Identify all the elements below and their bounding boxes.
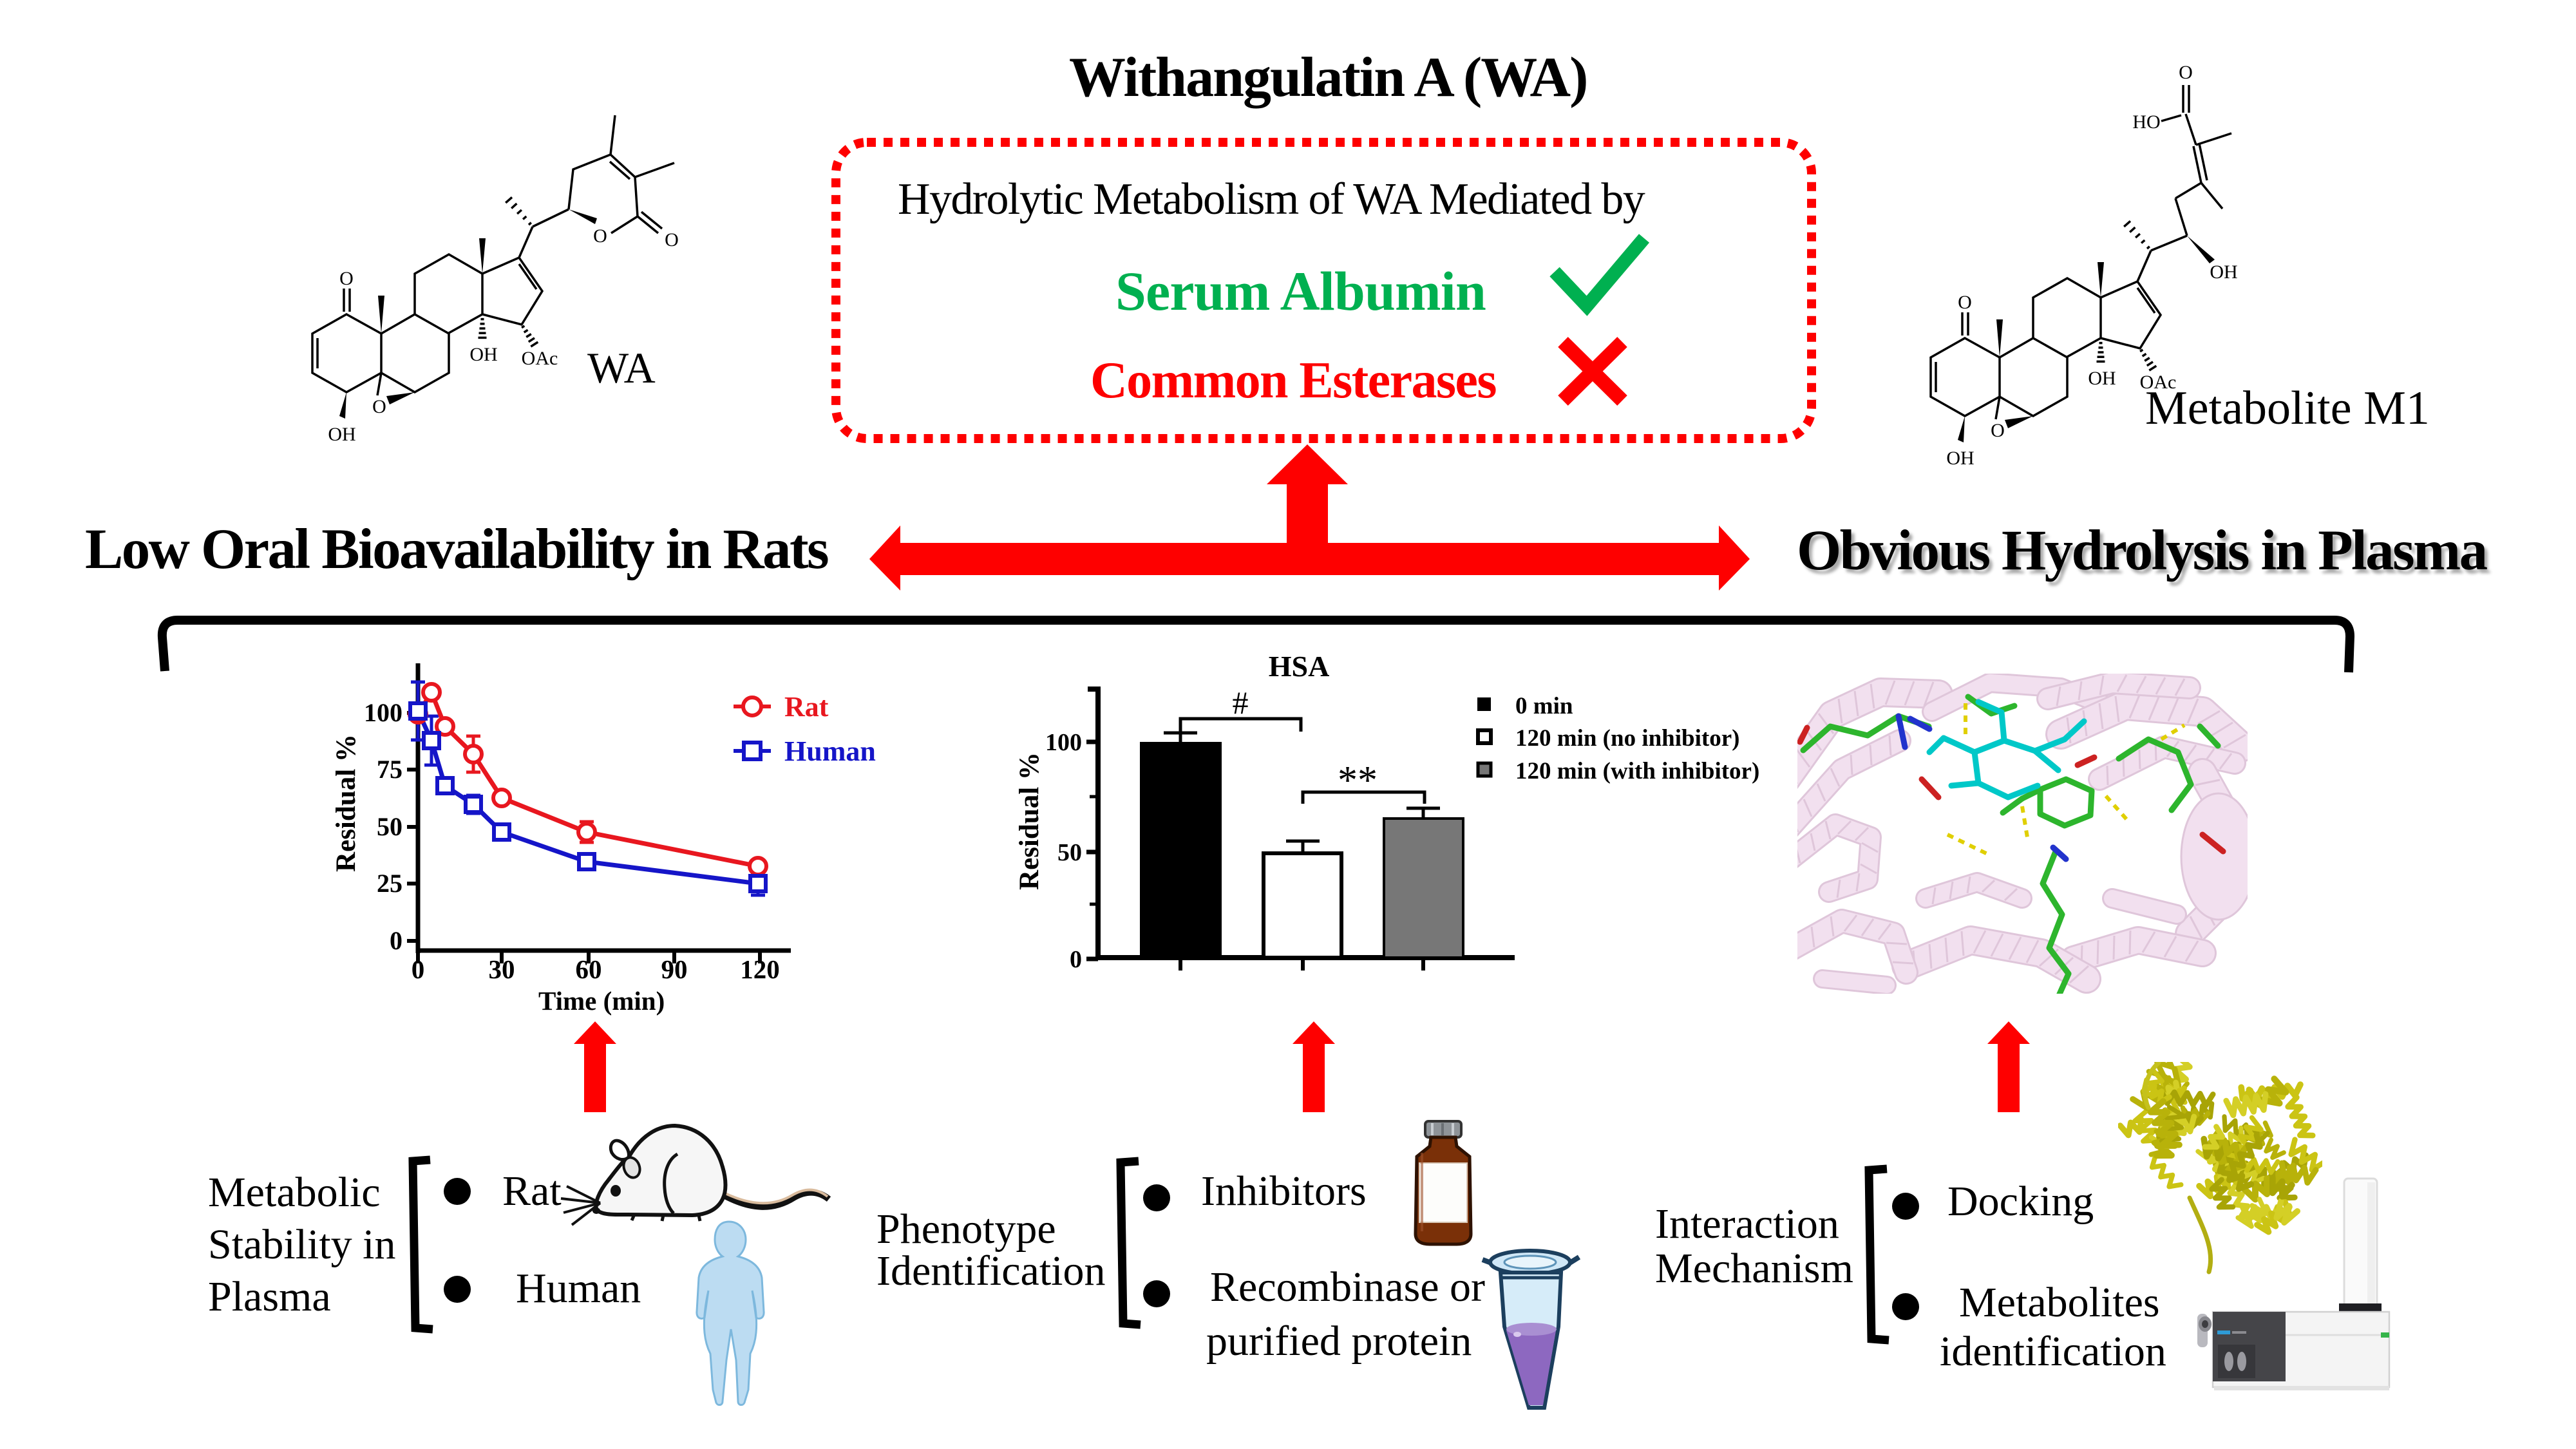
svg-text:Obvious Hydrolysis in Plasma: Obvious Hydrolysis in Plasma — [1797, 519, 2488, 582]
svg-text:OH: OH — [1946, 448, 1974, 469]
svg-text:WA: WA — [587, 343, 656, 392]
svg-text:120 min (no inhibitor): 120 min (no inhibitor) — [1515, 725, 1739, 752]
svg-text:Rat: Rat — [502, 1168, 562, 1215]
svg-text:Withangulatin A (WA): Withangulatin A (WA) — [1069, 46, 1587, 109]
svg-text:O: O — [1958, 292, 1972, 313]
svg-text:0 min: 0 min — [1515, 693, 1573, 719]
svg-text:50: 50 — [377, 812, 402, 841]
svg-text:50: 50 — [1057, 839, 1082, 866]
svg-text:Phenotype: Phenotype — [876, 1206, 1056, 1253]
svg-text:Low Oral Bioavailability in Ra: Low Oral Bioavailability in Rats — [85, 518, 828, 581]
svg-text:0: 0 — [390, 926, 402, 955]
svg-text:#: # — [1233, 685, 1249, 721]
svg-text:OH: OH — [328, 424, 355, 445]
svg-text:Time (min): Time (min) — [538, 986, 665, 1016]
svg-text:Plasma: Plasma — [208, 1273, 331, 1320]
svg-text:Residual %: Residual % — [331, 734, 361, 872]
svg-text:OH: OH — [2210, 261, 2237, 283]
svg-text:Serum Albumin: Serum Albumin — [1115, 260, 1486, 322]
svg-text:75: 75 — [377, 755, 402, 784]
svg-text:90: 90 — [661, 954, 688, 984]
svg-text:120: 120 — [740, 954, 780, 984]
svg-text:OH: OH — [469, 344, 497, 365]
svg-text:Metabolites: Metabolites — [1959, 1279, 2160, 1326]
svg-text:purified protein: purified protein — [1206, 1318, 1472, 1365]
svg-text:O: O — [339, 268, 354, 289]
svg-text:Docking: Docking — [1947, 1178, 2094, 1225]
svg-text:Metabolite M1: Metabolite M1 — [2145, 382, 2430, 435]
svg-text:0: 0 — [1070, 946, 1082, 973]
svg-text:O: O — [593, 225, 607, 247]
svg-text:Hydrolytic Metabolism of WA Me: Hydrolytic Metabolism of WA Mediated by — [898, 175, 1645, 224]
svg-text:O: O — [1991, 420, 2005, 441]
svg-text:O: O — [372, 396, 386, 417]
svg-text:OAc: OAc — [2140, 372, 2177, 393]
svg-text:Human: Human — [516, 1265, 641, 1312]
svg-text:Interaction: Interaction — [1655, 1200, 1839, 1247]
svg-text:Inhibitors: Inhibitors — [1201, 1168, 1367, 1215]
svg-text:Stability in: Stability in — [208, 1221, 396, 1268]
svg-text:identification: identification — [1940, 1328, 2166, 1375]
svg-text:Identification: Identification — [876, 1247, 1106, 1294]
svg-text:120 min (with inhibitor): 120 min (with inhibitor) — [1515, 758, 1759, 784]
svg-text:OAc: OAc — [522, 348, 558, 369]
svg-text:Mechanism: Mechanism — [1655, 1245, 1853, 1292]
svg-text:Metabolic: Metabolic — [208, 1169, 381, 1216]
svg-text:O: O — [665, 229, 679, 251]
svg-text:60: 60 — [576, 954, 602, 984]
svg-text:Recombinase or: Recombinase or — [1210, 1264, 1485, 1311]
svg-text:HO: HO — [2132, 111, 2160, 133]
svg-text:O: O — [2179, 62, 2193, 83]
svg-text:OH: OH — [2088, 368, 2116, 389]
svg-text:25: 25 — [377, 869, 402, 898]
svg-text:Common Esterases: Common Esterases — [1090, 352, 1496, 409]
svg-text:**: ** — [1338, 759, 1378, 802]
svg-text:Residual %: Residual % — [1014, 752, 1045, 890]
svg-text:30: 30 — [489, 954, 515, 984]
svg-text:100: 100 — [364, 698, 402, 727]
svg-text:HSA: HSA — [1269, 650, 1330, 683]
svg-text:0: 0 — [412, 954, 425, 984]
svg-text:100: 100 — [1045, 729, 1082, 756]
svg-text:Human: Human — [784, 735, 876, 767]
svg-text:Rat: Rat — [784, 691, 829, 723]
